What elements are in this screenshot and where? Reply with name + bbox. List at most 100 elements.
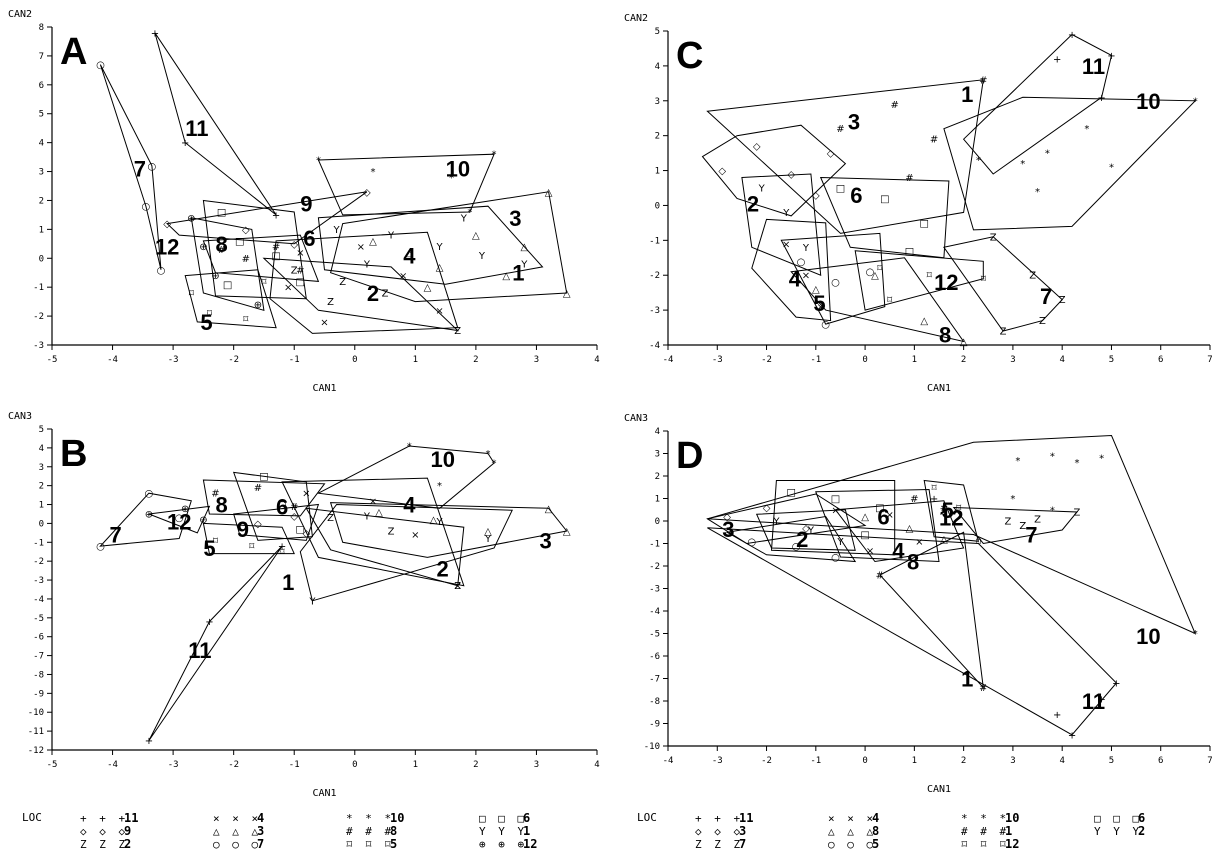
legend-right: LOC + + +11 ◇ ◇ ◇3 Z Z Z7 × × ×4 △ △ △8 ○ ○ ○5… xyxy=(637,812,1197,854)
y-tick-label: 8 xyxy=(39,23,44,33)
data-point: × xyxy=(782,239,790,250)
data-point: □ xyxy=(259,472,268,483)
data-point: + xyxy=(145,736,153,747)
legend-symbols: ○ ○ ○ xyxy=(213,838,262,851)
data-point: ⌑ xyxy=(243,314,249,325)
legend-entry-3: ◇ ◇ ◇3 xyxy=(695,825,746,838)
legend-entry-10: * * *10 xyxy=(346,812,404,825)
data-point: △ xyxy=(436,262,444,273)
data-point: △ xyxy=(563,288,571,299)
data-point: Y xyxy=(836,537,844,548)
data-point: △ xyxy=(430,515,438,526)
data-point: ◇ xyxy=(812,190,820,201)
group-hull-6 xyxy=(202,199,307,300)
data-point: ⌑ xyxy=(927,271,933,282)
y-tick-label: -3 xyxy=(33,341,44,351)
data-point: * xyxy=(1193,629,1198,640)
data-point: Y xyxy=(333,225,341,236)
data-point: □ xyxy=(296,277,305,288)
group-hull-4 xyxy=(815,488,940,563)
data-point: ⊕ xyxy=(254,300,262,311)
group-label-7: 7 xyxy=(1025,523,1037,548)
data-point: Y xyxy=(802,243,810,254)
data-point: * xyxy=(407,441,412,452)
data-point: Y xyxy=(782,208,790,219)
legend-symbols: Y Y Y xyxy=(1094,825,1143,838)
group-hull-6 xyxy=(770,480,896,556)
y-tick-label: -2 xyxy=(649,271,660,281)
group-hull-5 xyxy=(202,522,295,555)
group-label-10: 10 xyxy=(430,447,454,472)
legend-symbols: □ □ □ xyxy=(1094,812,1143,825)
legend-entry-8: # # #8 xyxy=(346,825,397,838)
legend-entry-6: □ □ □6 xyxy=(1094,812,1145,825)
data-point: ◇ xyxy=(753,142,761,153)
data-point: × xyxy=(802,271,810,282)
y-tick-label: 3 xyxy=(39,463,44,473)
data-point: # xyxy=(979,75,987,86)
data-point: □ xyxy=(786,487,795,498)
x-tick-label: 0 xyxy=(862,355,867,365)
legend-symbols: □ □ □ xyxy=(479,812,528,825)
data-point: ◇ xyxy=(290,511,298,522)
data-point: Z xyxy=(339,277,346,288)
x-axis-label: CAN1 xyxy=(312,788,336,799)
y-tick-label: -3 xyxy=(649,306,660,316)
x-tick-label: -3 xyxy=(168,760,179,770)
data-point: × xyxy=(454,581,462,592)
legend-entry-4: × × ×4 xyxy=(213,812,264,825)
data-point: ⌑ xyxy=(981,274,987,285)
y-tick-label: -7 xyxy=(33,652,44,662)
y-tick-label: -7 xyxy=(649,675,660,685)
x-tick-label: -1 xyxy=(810,756,821,766)
data-point: ⌑ xyxy=(249,542,255,553)
legend-number: 12 xyxy=(1005,837,1020,851)
data-point: △ xyxy=(424,283,432,294)
legend-entry-6: □ □ □6 xyxy=(479,812,530,825)
data-point: Z xyxy=(1000,327,1007,338)
legend-number: 5 xyxy=(390,837,398,851)
legend-entry-11: + + +11 xyxy=(80,812,138,825)
legend-number: 10 xyxy=(390,811,405,825)
y-tick-label: 0 xyxy=(39,254,44,264)
x-tick-label: 4 xyxy=(1059,756,1064,766)
data-point: ○ xyxy=(148,161,157,172)
y-tick-label: -8 xyxy=(33,670,44,680)
data-point: ◇ xyxy=(763,503,771,514)
data-point: Z xyxy=(388,526,395,537)
data-point: □ xyxy=(277,500,286,511)
x-tick-label: -3 xyxy=(168,355,179,365)
legend-symbols: △ △ △ xyxy=(828,825,877,838)
group-label-3: 3 xyxy=(722,517,734,542)
legend-symbols: + + + xyxy=(80,812,129,825)
group-label-3: 3 xyxy=(509,206,521,231)
y-tick-label: -3 xyxy=(33,576,44,586)
legend-title: LOC xyxy=(22,811,42,824)
legend-entry-2: Y Y Y2 xyxy=(1094,825,1145,838)
data-point: × xyxy=(302,489,310,500)
x-tick-label: -4 xyxy=(663,355,674,365)
x-tick-label: 0 xyxy=(352,355,357,365)
y-tick-label: -6 xyxy=(649,652,660,662)
group-label-8: 8 xyxy=(216,493,228,518)
group-hull-2 xyxy=(741,173,822,276)
y-tick-label: -6 xyxy=(33,633,44,643)
data-point: + xyxy=(278,542,286,553)
data-point: ◇ xyxy=(242,225,250,236)
y-tick-label: 2 xyxy=(655,132,660,142)
group-hull-1 xyxy=(706,79,984,234)
data-point: # xyxy=(979,683,987,694)
data-point: □ xyxy=(217,208,226,219)
y-tick-label: -1 xyxy=(33,283,44,293)
data-point: Y xyxy=(387,231,395,242)
data-point: × xyxy=(435,306,443,317)
y-tick-label: 1 xyxy=(39,501,44,511)
x-tick-label: -5 xyxy=(47,355,58,365)
data-point: + xyxy=(205,617,213,628)
data-point: ⌑ xyxy=(877,264,883,275)
legend-entry-7: Z Z Z7 xyxy=(695,838,746,851)
x-tick-label: -2 xyxy=(228,355,239,365)
group-hull-4 xyxy=(269,231,459,334)
group-hull-1 xyxy=(879,531,984,689)
group-hull-8 xyxy=(834,500,965,563)
